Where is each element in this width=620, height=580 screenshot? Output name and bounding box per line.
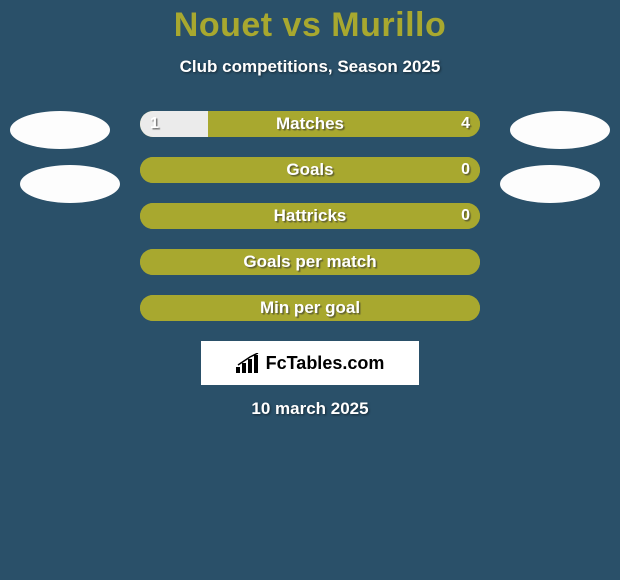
bar-value-left: 1 (150, 111, 159, 137)
bar-label: Hattricks (140, 203, 480, 229)
player-right-avatar-1 (510, 111, 610, 149)
stat-bar: Hattricks0 (140, 203, 480, 229)
fctables-chart-icon (236, 353, 260, 373)
player-left-avatar-1 (10, 111, 110, 149)
bar-label: Goals (140, 157, 480, 183)
stats-block: Matches14Goals0Hattricks0Goals per match… (0, 111, 620, 321)
date-text: 10 march 2025 (0, 399, 620, 419)
stat-bar: Goals per match (140, 249, 480, 275)
branding-text: FcTables.com (266, 353, 385, 374)
infographic-root: Nouet vs Murillo Club competitions, Seas… (0, 0, 620, 580)
bar-value-right: 0 (461, 203, 470, 229)
player-right-avatar-2 (500, 165, 600, 203)
bar-label: Matches (140, 111, 480, 137)
subtitle: Club competitions, Season 2025 (0, 57, 620, 77)
player-left-avatar-2 (20, 165, 120, 203)
bar-value-right: 0 (461, 157, 470, 183)
page-title: Nouet vs Murillo (0, 0, 620, 45)
bar-value-right: 4 (461, 111, 470, 137)
branding-badge: FcTables.com (201, 341, 419, 385)
bars-container: Matches14Goals0Hattricks0Goals per match… (140, 111, 480, 321)
stat-bar: Matches1 4 (140, 111, 480, 137)
bar-label: Goals per match (140, 249, 480, 275)
bar-label: Min per goal (140, 295, 480, 321)
stat-bar: Min per goal (140, 295, 480, 321)
stat-bar: Goals0 (140, 157, 480, 183)
